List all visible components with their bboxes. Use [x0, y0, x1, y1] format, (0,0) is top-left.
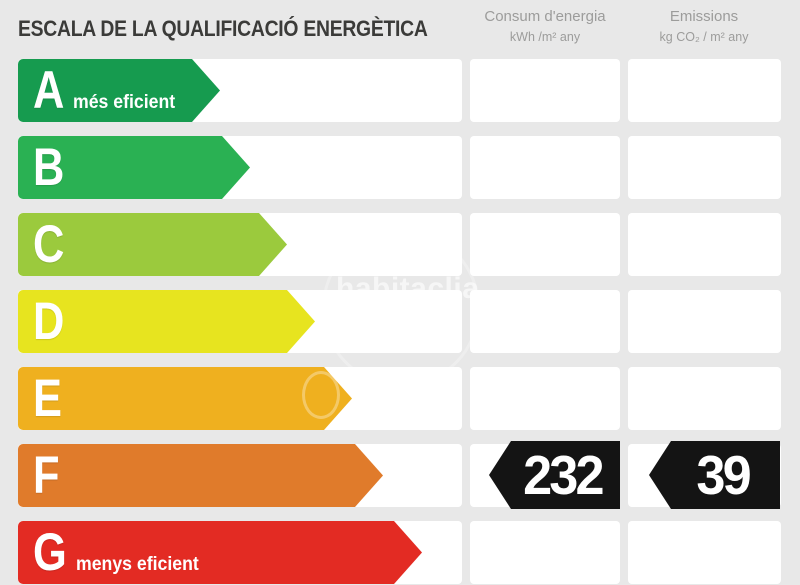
rating-row-d: D	[0, 290, 800, 353]
rating-row-a: A més eficient	[0, 59, 800, 122]
rating-row-g: G menys eficient	[0, 521, 800, 584]
emissions-cell	[628, 367, 781, 430]
page-title: ESCALA DE LA QUALIFICACIÓ ENERGÈTICA	[18, 16, 428, 41]
emissions-value: 39	[696, 443, 751, 506]
efficiency-label: menys eficient	[76, 554, 199, 575]
consum-column-header: Consum d'energia kWh /m² any	[462, 8, 628, 44]
rating-letter: E	[33, 369, 62, 428]
rating-row-e: E	[0, 367, 800, 430]
emissions-column-header: Emissions kg CO₂ / m² any	[624, 8, 784, 44]
consum-cell	[470, 59, 620, 122]
consum-header-unit: kWh /m² any	[509, 30, 581, 44]
rating-arrow-d: D	[18, 290, 315, 353]
rating-arrow-e: E	[18, 367, 352, 430]
rating-arrow-a: A més eficient	[18, 59, 220, 122]
rating-rows: A més eficient B C D	[0, 59, 800, 585]
consum-header-title: Consum d'energia	[484, 8, 606, 25]
rating-letter: A	[33, 61, 65, 120]
consum-cell	[470, 367, 620, 430]
rating-row-f: F 232 39	[0, 441, 800, 509]
consum-cell	[470, 136, 620, 199]
emissions-header-title: Emissions	[669, 8, 739, 25]
rating-arrow-c: C	[18, 213, 287, 276]
rating-letter: F	[33, 446, 60, 505]
rating-letter: G	[33, 523, 67, 582]
consum-value-badge: 232	[489, 441, 620, 509]
rating-letter: D	[33, 292, 65, 351]
emissions-cell	[628, 521, 781, 584]
rating-letter: B	[33, 138, 65, 197]
consum-value: 232	[523, 443, 604, 506]
emissions-cell	[628, 213, 781, 276]
consum-cell	[470, 521, 620, 584]
efficiency-label: més eficient	[73, 92, 176, 113]
rating-arrow-b: B	[18, 136, 250, 199]
rating-arrow-f: F	[18, 444, 383, 507]
rating-letter: C	[33, 215, 65, 274]
consum-cell	[470, 213, 620, 276]
rating-row-c: C	[0, 213, 800, 276]
emissions-header-unit: kg CO₂ / m² any	[659, 30, 749, 44]
emissions-cell	[628, 136, 781, 199]
emissions-cell	[628, 290, 781, 353]
rating-arrow-g: G menys eficient	[18, 521, 422, 584]
emissions-value-badge: 39	[649, 441, 780, 509]
emissions-cell	[628, 59, 781, 122]
rating-row-b: B	[0, 136, 800, 199]
consum-cell	[470, 290, 620, 353]
